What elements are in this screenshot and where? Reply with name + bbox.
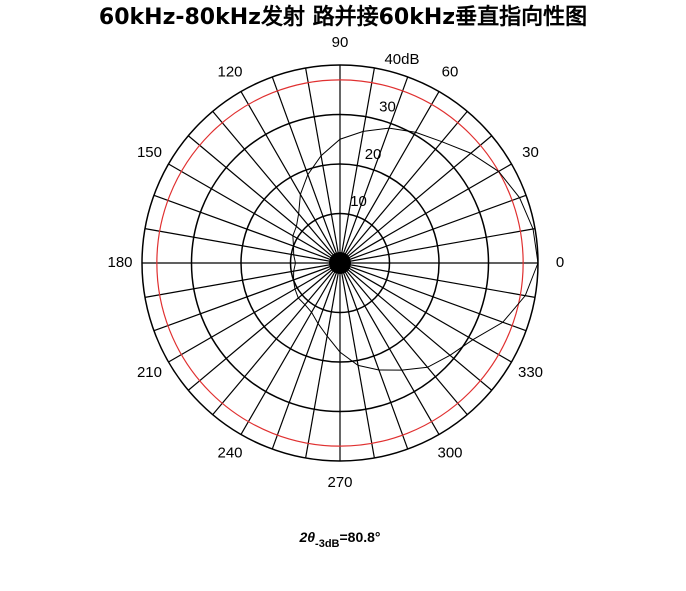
ring bbox=[190, 113, 490, 413]
reference-circle bbox=[156, 79, 524, 447]
annotation-base: 2θ bbox=[298, 529, 315, 545]
theta-tick-label: 210 bbox=[137, 364, 162, 381]
annotation-sub: -3dB bbox=[315, 538, 340, 550]
r-tick-label: 10 bbox=[350, 193, 367, 210]
theta-tick-label: 330 bbox=[518, 364, 543, 381]
theta-tick-label: 270 bbox=[327, 474, 352, 491]
annotation: 2θ-3dB=80.8° bbox=[298, 529, 380, 550]
theta-tick-label: 240 bbox=[217, 444, 242, 461]
annotation-rest: =80.8° bbox=[340, 529, 381, 545]
theta-tick-label: 90 bbox=[332, 34, 349, 51]
theta-tick-label: 150 bbox=[137, 144, 162, 161]
theta-tick-label: 30 bbox=[522, 144, 539, 161]
r-tick-label: 40dB bbox=[384, 51, 419, 68]
ring bbox=[289, 212, 391, 314]
theta-tick-label: 0 bbox=[556, 254, 564, 271]
theta-tick-label: 180 bbox=[107, 254, 132, 271]
r-tick-label: 20 bbox=[365, 146, 382, 163]
theta-tick-label: 60 bbox=[442, 63, 459, 80]
theta-tick-label: 300 bbox=[437, 444, 462, 461]
ring bbox=[240, 163, 440, 363]
r-tick-label: 30 bbox=[379, 99, 396, 116]
center-hub bbox=[329, 252, 351, 274]
directivity-curve bbox=[292, 127, 539, 371]
chart-title: 60kHz-80kHz发射 路并接60kHz垂直指向性图 bbox=[99, 4, 587, 30]
theta-tick-label: 120 bbox=[217, 63, 242, 80]
